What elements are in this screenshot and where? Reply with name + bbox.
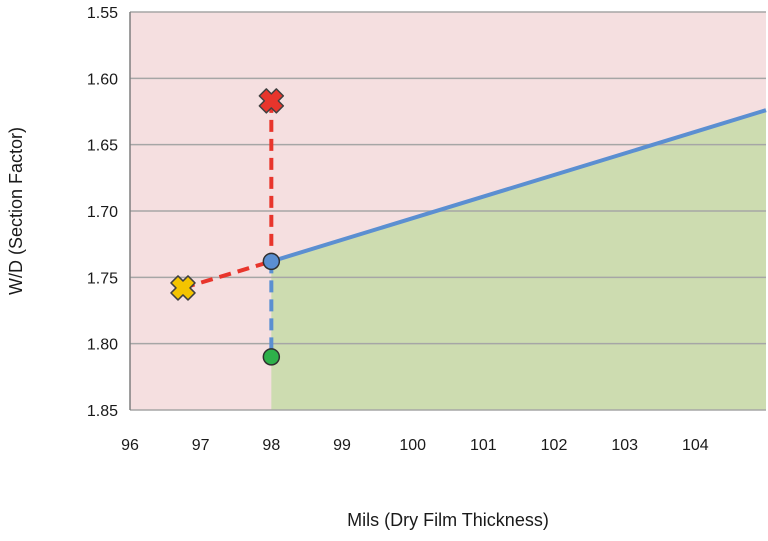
x-tick-labels: 96 97 98 99 100 101 102 103 104	[121, 437, 709, 454]
grid-lines	[130, 11, 766, 411]
x-tick-label-6: 102	[541, 437, 568, 454]
y-tick-label-2: 1.65	[87, 138, 118, 155]
y-tick-labels: 1.55 1.60 1.65 1.70 1.75 1.80 1.85	[87, 5, 118, 420]
y-tick-label-1: 1.60	[87, 71, 118, 88]
circle-marker-3	[262, 348, 281, 366]
cross-marker-0	[258, 88, 285, 114]
x-tick-label-2: 98	[262, 437, 280, 454]
x-tick-label-5: 101	[470, 437, 497, 454]
y-tick-label-0: 1.55	[87, 5, 118, 22]
x-tick-label-0: 96	[121, 437, 139, 454]
x-tick-label-1: 97	[192, 437, 210, 454]
y-tick-label-5: 1.80	[87, 337, 118, 354]
y-axis-title: W/D (Section Factor)	[6, 127, 26, 295]
x-tick-label-4: 100	[399, 437, 426, 454]
data-points	[170, 88, 285, 366]
connector-line-1	[182, 259, 272, 290]
x-tick-label-7: 103	[611, 437, 638, 454]
connector-lines	[182, 100, 274, 357]
circle-marker-2	[262, 252, 281, 271]
y-tick-label-6: 1.85	[87, 403, 118, 420]
x-tick-label-3: 99	[333, 437, 351, 454]
x-axis-title: Mils (Dry Film Thickness)	[347, 510, 549, 530]
safe-region	[271, 110, 766, 410]
cross-marker-1	[170, 275, 196, 301]
x-tick-label-8: 104	[682, 437, 709, 454]
y-tick-label-3: 1.70	[87, 204, 118, 221]
boundary-line	[270, 108, 767, 264]
y-tick-label-4: 1.75	[87, 270, 118, 287]
